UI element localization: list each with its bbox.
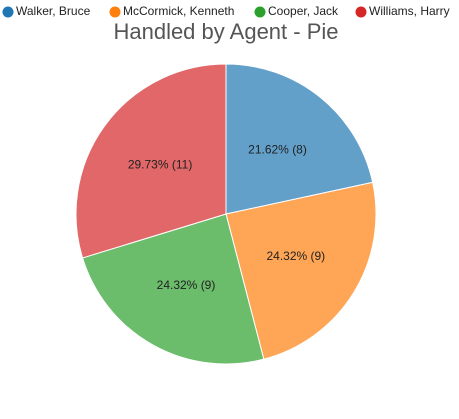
legend-label: McCormick, Kenneth [123, 4, 234, 18]
pie-slice [225, 181, 377, 360]
slice-label: 24.32% (9) [157, 278, 216, 292]
slice-label: 24.32% (9) [266, 249, 325, 263]
pie-slice [225, 63, 374, 215]
legend-marker [355, 6, 367, 18]
legend-label: Williams, Harry [369, 4, 450, 18]
pie-slice [81, 213, 265, 365]
slice-label: 21.62% (8) [248, 142, 307, 156]
legend-marker [109, 6, 121, 18]
legend-marker [254, 6, 266, 18]
chart-title: Handled by Agent - Pie [113, 19, 338, 44]
slice-label: 29.73% (11) [128, 157, 192, 171]
legend-marker [2, 6, 14, 18]
legend-label: Cooper, Jack [268, 4, 339, 18]
legend-label: Walker, Bruce [16, 4, 91, 18]
pie-slice [75, 63, 227, 259]
